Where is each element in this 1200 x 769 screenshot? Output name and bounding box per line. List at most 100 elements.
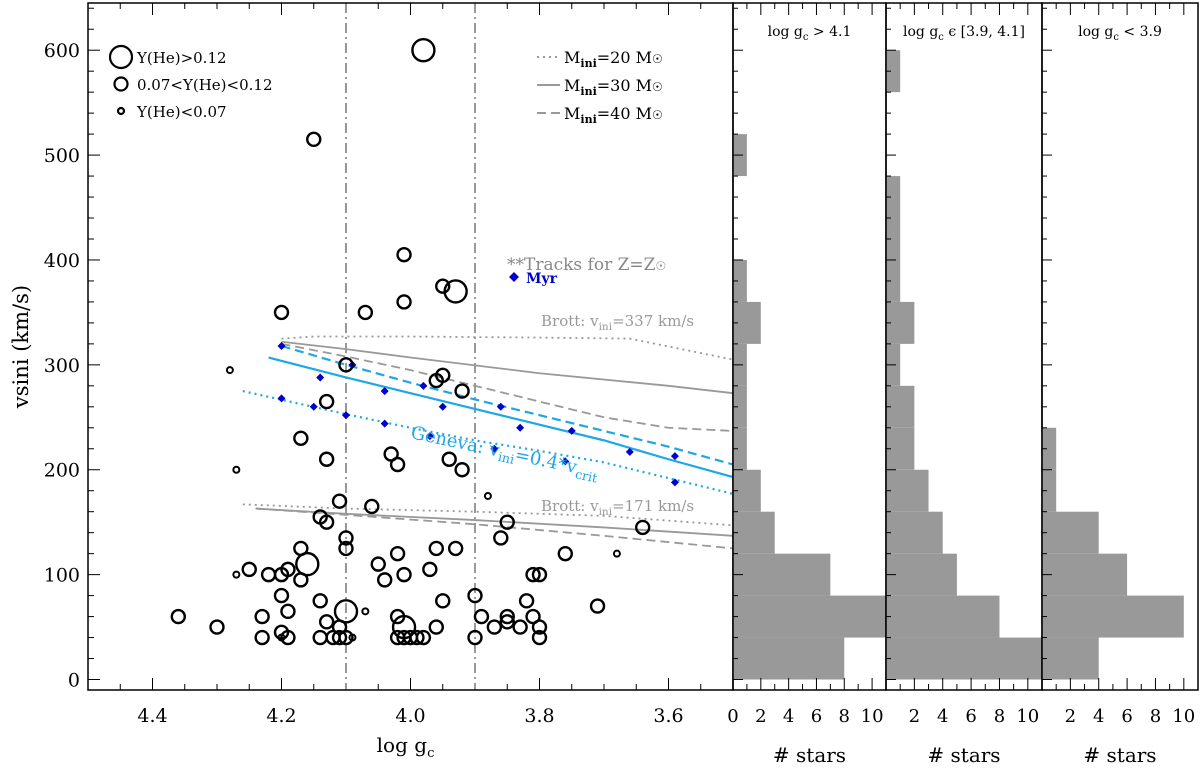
histogram-tick-label: 10 (1172, 706, 1195, 727)
star-point (473, 608, 490, 625)
star-point (273, 304, 290, 321)
myr-marker (561, 457, 570, 466)
star-point (277, 633, 286, 642)
myr-marker (380, 387, 389, 396)
star-point (318, 514, 335, 530)
myr-marker (425, 432, 434, 441)
histogram-bar (886, 469, 929, 512)
star-point (357, 304, 374, 321)
histogram-bar (886, 511, 943, 554)
star-point (447, 540, 464, 557)
x-axis-label: log gc (377, 733, 435, 761)
star-point (499, 614, 515, 630)
star-point (467, 629, 483, 646)
y-tick-label: 400 (44, 250, 80, 272)
evolution-track (281, 342, 734, 432)
star-point (254, 608, 270, 625)
star-point (467, 587, 483, 604)
size-legend-marker (108, 44, 134, 70)
y-tick-label: 500 (44, 145, 80, 167)
myr-legend-label: Myr (526, 271, 558, 287)
star-point (333, 599, 359, 624)
star-point (493, 530, 509, 546)
star-point (209, 619, 225, 635)
star-point (612, 549, 621, 558)
y-tick-label: 100 (44, 565, 80, 587)
brott-high-annotation: Brott: vini=337 km/s (541, 312, 694, 333)
histogram-tick-label: 8 (1150, 706, 1161, 727)
myr-marker (670, 478, 679, 487)
histogram-tick-label: 2 (1065, 706, 1076, 727)
brott-low-annotation: Brott: vini=171 km/s (541, 497, 694, 518)
star-point (512, 619, 528, 635)
histogram-bar (1042, 511, 1099, 554)
y-tick-label: 200 (44, 460, 80, 482)
star-point (306, 131, 322, 148)
size-legend-marker (116, 106, 126, 116)
size-legend-label: Y(He)<0.07 (136, 103, 227, 121)
star-point (377, 572, 393, 588)
tracks-note: **Tracks for Z=Z☉ (507, 255, 666, 275)
evolution-track (281, 335, 734, 361)
star-point (435, 593, 451, 609)
evolution-track (242, 390, 734, 495)
star-point (232, 465, 241, 474)
star-point (557, 545, 573, 562)
histogram-ticks (1041, 3, 1199, 690)
y-axis-label: vsini (km/s) (9, 285, 33, 409)
star-point (361, 607, 370, 616)
histogram-title: log gc > 4.1 (768, 24, 852, 43)
myr-marker (342, 411, 350, 420)
star-point (312, 629, 328, 646)
y-tick-label: 600 (44, 40, 80, 62)
star-point (338, 540, 354, 557)
histogram-bar (733, 637, 845, 680)
star-point (483, 491, 492, 500)
histogram-bar (886, 259, 901, 302)
histogram-tick-label: 8 (839, 706, 850, 727)
myr-marker (309, 402, 318, 411)
star-point (280, 561, 296, 578)
y-tick-label: 0 (68, 670, 80, 692)
star-point (389, 456, 406, 473)
myr-marker (438, 402, 447, 411)
histogram-bar (733, 595, 886, 638)
star-point (486, 619, 503, 635)
star-point (525, 566, 541, 583)
star-point (293, 572, 309, 588)
histogram-tick-label: 6 (1121, 706, 1132, 727)
star-point (260, 566, 277, 583)
star-point (635, 519, 651, 536)
histogram-bar (733, 427, 747, 470)
star-point (409, 629, 425, 646)
star-point (428, 540, 444, 557)
star-point (518, 593, 535, 609)
star-point (443, 279, 468, 304)
histogram-ticks (885, 3, 1043, 690)
histogram-bar (886, 637, 1042, 680)
evolution-track (281, 344, 734, 466)
star-point (348, 633, 357, 642)
star-point (441, 451, 457, 467)
histogram-tick-label: 4 (937, 706, 948, 727)
histogram-bar (733, 553, 831, 596)
histogram-title: log gc ϵ [3.9, 4.1] (903, 24, 1025, 43)
histogram-x-label: # stars (927, 743, 1000, 767)
evolution-track (281, 340, 734, 395)
star-point (364, 498, 380, 515)
myr-marker (567, 426, 576, 435)
histogram-bar (733, 511, 775, 554)
star-point (422, 561, 438, 578)
star-point (435, 367, 451, 384)
star-point (331, 493, 348, 509)
star-point (428, 619, 444, 635)
star-point (370, 556, 386, 572)
star-point (170, 608, 187, 625)
star-point (318, 614, 335, 630)
myr-marker (496, 402, 505, 411)
star-point (331, 629, 348, 646)
star-point (280, 603, 296, 620)
histogram-tick-label: 8 (994, 706, 1005, 727)
star-point (338, 629, 354, 646)
histogram-bar (733, 259, 747, 302)
